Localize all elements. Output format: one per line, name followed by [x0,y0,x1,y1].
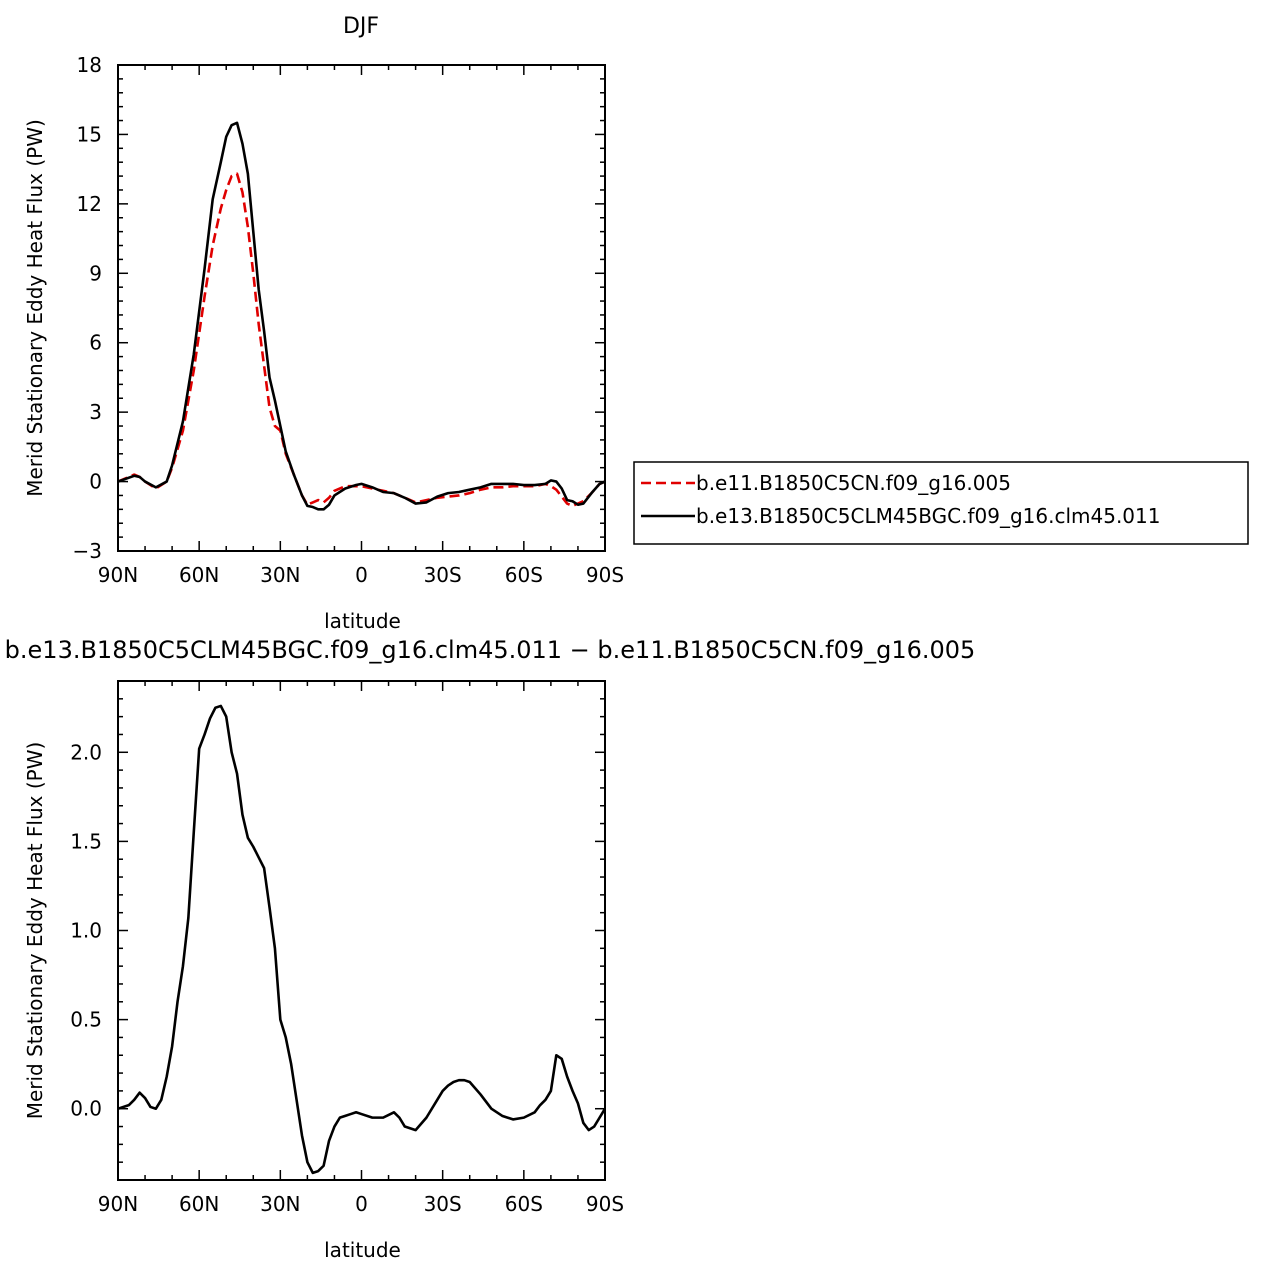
top-panel-djf: DJF 90N 60N 30N 0 30S 60S 90S −3 0 3 6 9 12 15 18 latitu… [23,14,624,633]
legend-label-1: b.e13.B1850C5CLM45BGC.f09_g16.clm45.011 [696,504,1160,528]
y-tick-label: 3 [89,400,102,424]
y-axis-label: Merid Stationary Eddy Heat Flux (PW) [23,119,47,497]
plot-frame [117,680,606,1181]
x-tick-label: 60S [505,563,543,587]
x-tick-label: 60N [179,563,219,587]
x-tick-label: 0 [355,563,368,587]
x-tick-label: 90N [98,563,138,587]
x-tick-label: 30S [424,563,462,587]
series-line-0 [118,704,605,1175]
x-tick-label: 30N [260,1192,300,1216]
legend-label-0: b.e11.B1850C5CN.f09_g16.005 [696,471,1011,495]
x-tick-label: 60S [505,1192,543,1216]
legend: b.e11.B1850C5CN.f09_g16.005 b.e13.B1850C5… [633,461,1249,545]
chart-title: DJF [343,14,379,39]
x-tick-label: 90N [98,1192,138,1216]
chart-title: b.e13.B1850C5CLM45BGC.f09_g16.clm45.011 … [5,636,976,664]
y-tick-label: 18 [77,53,102,77]
x-tick-label: 30N [260,563,300,587]
y-tick-label: 12 [77,192,102,216]
plot-frame [117,64,606,552]
y-tick-label: 2.0 [70,740,102,764]
y-tick-label: 1.0 [70,919,102,943]
x-axis-label: latitude [324,609,401,633]
y-tick-label: 0.0 [70,1097,102,1121]
bottom-panel-difference: b.e13.B1850C5CLM45BGC.f09_g16.clm45.011 … [5,636,976,1262]
x-tick-label: 30S [424,1192,462,1216]
y-tick-label: 6 [89,331,102,355]
legend-box [633,461,1249,545]
x-tick-label: 90S [586,1192,624,1216]
y-tick-label: 0.5 [70,1008,102,1032]
y-tick-label: 15 [77,122,102,146]
y-tick-label: −3 [73,539,102,563]
x-tick-label: 60N [179,1192,219,1216]
x-tick-label: 90S [586,563,624,587]
x-axis-label: latitude [324,1238,401,1262]
y-tick-label: 1.5 [70,829,102,853]
series-line-1 [118,121,605,511]
y-axis-label: Merid Stationary Eddy Heat Flux (PW) [23,742,47,1120]
series-line-0 [118,172,605,508]
x-tick-label: 0 [355,1192,368,1216]
y-tick-label: 0 [89,470,102,494]
y-tick-label: 9 [89,261,102,285]
